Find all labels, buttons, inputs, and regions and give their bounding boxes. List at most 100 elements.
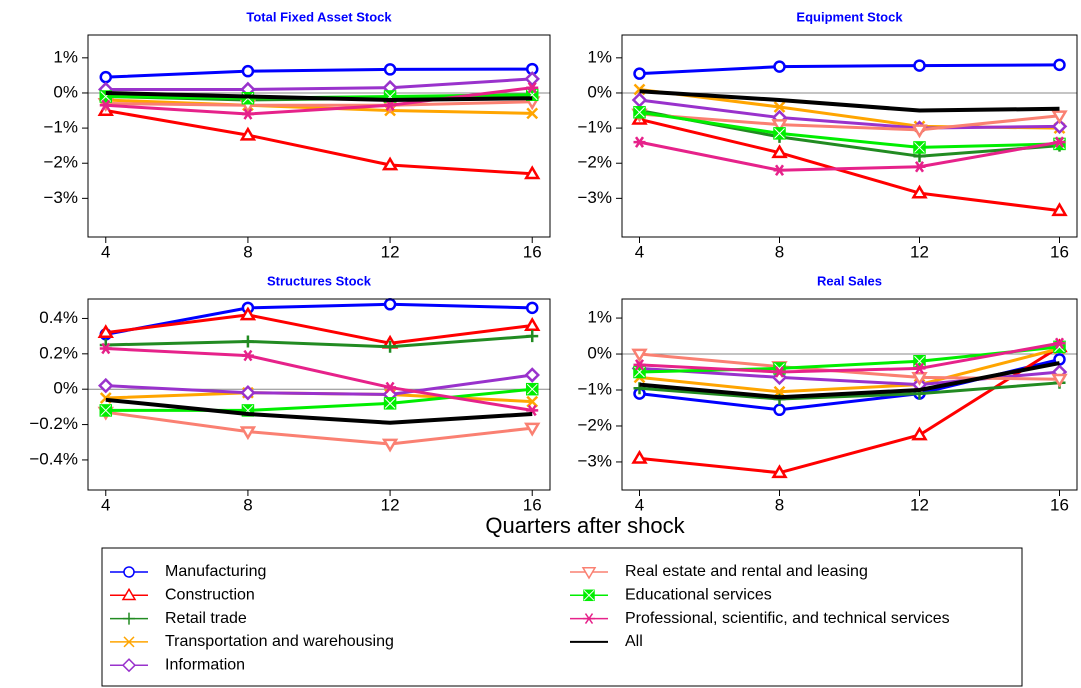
marker-shape [773, 60, 786, 73]
marker [99, 404, 113, 417]
marker-shape [911, 184, 928, 199]
marker-shape [631, 449, 648, 464]
marker [241, 335, 254, 348]
y-tick-label: −3% [578, 451, 613, 470]
marker [911, 426, 928, 441]
marker [99, 70, 113, 84]
marker-shape [381, 156, 399, 171]
y-tick-label: −2% [578, 415, 613, 434]
marker-shape [771, 369, 788, 386]
marker-shape [583, 589, 595, 601]
marker-shape [773, 101, 786, 113]
series-line [105, 100, 533, 107]
y-tick-label: −3% [578, 188, 613, 207]
x-tick-label: 16 [1050, 242, 1069, 261]
x-tick-label: 8 [243, 242, 252, 261]
y-tick-label: 1% [587, 308, 612, 327]
x-axis-label: Quarters after shock [485, 513, 685, 538]
marker-shape [633, 382, 646, 395]
marker-shape [583, 613, 595, 625]
marker [526, 81, 539, 94]
panel-title: Real Sales [817, 273, 882, 288]
marker-shape [911, 371, 928, 386]
marker [631, 449, 648, 464]
marker [526, 107, 539, 120]
marker [123, 636, 135, 648]
series-line [639, 110, 1060, 149]
y-tick-label: −2% [578, 153, 613, 172]
x-tick-label: 4 [635, 495, 644, 514]
series-line [105, 98, 533, 115]
marker [771, 119, 788, 134]
marker-shape [524, 165, 541, 180]
series-line [105, 387, 533, 412]
series-line [105, 77, 533, 91]
series-line [105, 347, 533, 412]
y-tick-label: 0% [587, 344, 612, 363]
marker [241, 108, 254, 120]
marker [384, 340, 397, 353]
series-line [105, 373, 533, 396]
marker [913, 59, 926, 72]
legend-label: Construction [165, 587, 255, 604]
panel-title: Total Fixed Asset Stock [246, 9, 392, 24]
legend-label: Educational services [625, 587, 772, 604]
marker-shape [525, 301, 539, 315]
marker-shape [526, 395, 539, 408]
marker [773, 403, 786, 417]
legend-label: All [625, 633, 643, 650]
marker-shape [773, 164, 786, 176]
marker [121, 587, 137, 601]
marker [771, 369, 788, 386]
marker-shape [526, 330, 539, 343]
marker [771, 144, 788, 159]
x-tick-label: 4 [101, 495, 110, 514]
plot-frame [87, 34, 551, 238]
marker-shape [1051, 118, 1068, 135]
series-line [105, 67, 533, 79]
marker [99, 342, 112, 355]
marker [1051, 202, 1068, 217]
x-tick-label: 4 [635, 242, 644, 261]
marker [383, 298, 397, 311]
marker-shape [1053, 136, 1066, 148]
series-line [105, 397, 533, 425]
marker-shape [384, 381, 397, 394]
marker [911, 184, 928, 199]
marker [913, 141, 926, 154]
marker [383, 63, 397, 76]
marker-shape [1051, 110, 1068, 125]
marker [241, 64, 255, 78]
series-line [639, 117, 1060, 213]
marker-shape [99, 99, 112, 111]
marker [97, 324, 114, 339]
marker-shape [524, 367, 540, 383]
marker-shape [581, 567, 597, 580]
y-tick-label: 0.2% [39, 343, 78, 362]
series-line [639, 341, 1060, 374]
marker [383, 397, 397, 410]
y-tick-label: 0% [587, 82, 612, 101]
y-tick-label: 0.4% [39, 308, 78, 327]
marker [381, 156, 399, 171]
marker-shape [526, 107, 539, 120]
marker-shape [1053, 337, 1066, 349]
y-tick-label: −0.4% [29, 449, 78, 468]
marker [633, 67, 646, 80]
marker [773, 164, 786, 176]
marker [633, 106, 646, 119]
marker-shape [383, 298, 397, 311]
series-line [105, 86, 533, 116]
marker [98, 377, 114, 394]
marker-shape [381, 438, 399, 453]
x-tick-label: 8 [775, 495, 784, 514]
marker-shape [121, 587, 137, 601]
y-tick-label: −1% [44, 118, 79, 137]
series-line [105, 302, 533, 336]
marker-shape [913, 362, 926, 375]
marker [773, 366, 786, 378]
marker [583, 589, 595, 602]
marker [583, 613, 595, 625]
marker-shape [913, 59, 926, 72]
marker [1051, 373, 1068, 388]
